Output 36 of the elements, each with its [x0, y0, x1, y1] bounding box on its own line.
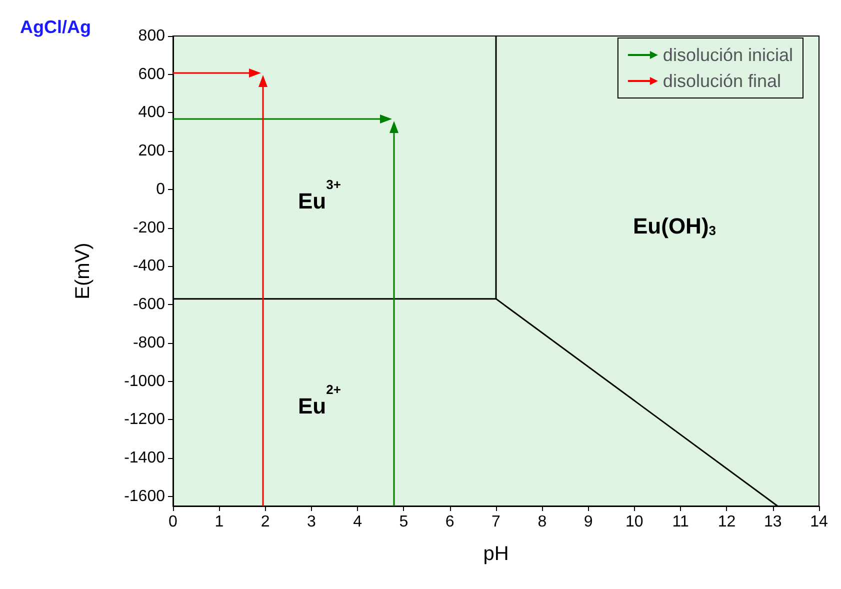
y-tick-label: -1000 — [124, 372, 166, 390]
y-tick-label: 600 — [138, 66, 166, 83]
x-tick-label: 6 — [445, 514, 454, 530]
y-tick-label: -400 — [132, 258, 166, 275]
y-tick-label: -1400 — [124, 450, 166, 467]
y-tick-label: -600 — [132, 296, 166, 314]
y-tick-label: 400 — [138, 104, 166, 122]
x-tick-label: 13 — [764, 514, 782, 530]
x-tick-label: 14 — [810, 514, 828, 530]
text: AgCl/Ag — [20, 17, 91, 37]
x-axis-title: pH — [483, 543, 509, 565]
y-tick-label: 800 — [138, 28, 166, 44]
x-tick-label: 2 — [260, 514, 270, 530]
y-tick-label: -200 — [132, 219, 166, 236]
y-tick-label: -1600 — [124, 488, 166, 505]
x-tick-label: 9 — [584, 514, 593, 530]
y-tick-label: -1200 — [124, 411, 166, 428]
x-tick-label: 11 — [672, 514, 689, 530]
legend-label: disolución inicial — [662, 45, 794, 65]
x-tick-label: 10 — [626, 514, 644, 530]
x-tick-label: 4 — [353, 514, 362, 530]
y-axis-title: E(mV) — [72, 242, 94, 300]
x-tick-label: 12 — [718, 514, 736, 530]
x-tick-label: 1 — [214, 514, 224, 530]
y-tick-label: -800 — [132, 334, 166, 352]
x-tick-label: 7 — [492, 514, 501, 530]
annotation: Eu2+ — [298, 382, 342, 418]
annotation: Eu3+ — [298, 177, 342, 214]
legend-label: disolución final — [662, 71, 782, 91]
x-tick-label: 3 — [306, 514, 316, 530]
y-tick-label: 200 — [138, 142, 166, 160]
x-tick-label: 5 — [399, 514, 408, 530]
y-tick-label: 0 — [156, 180, 166, 198]
annotation: Eu(OH)3 — [633, 214, 716, 238]
x-tick-label: 0 — [168, 514, 178, 530]
x-tick-label: 8 — [538, 514, 547, 530]
